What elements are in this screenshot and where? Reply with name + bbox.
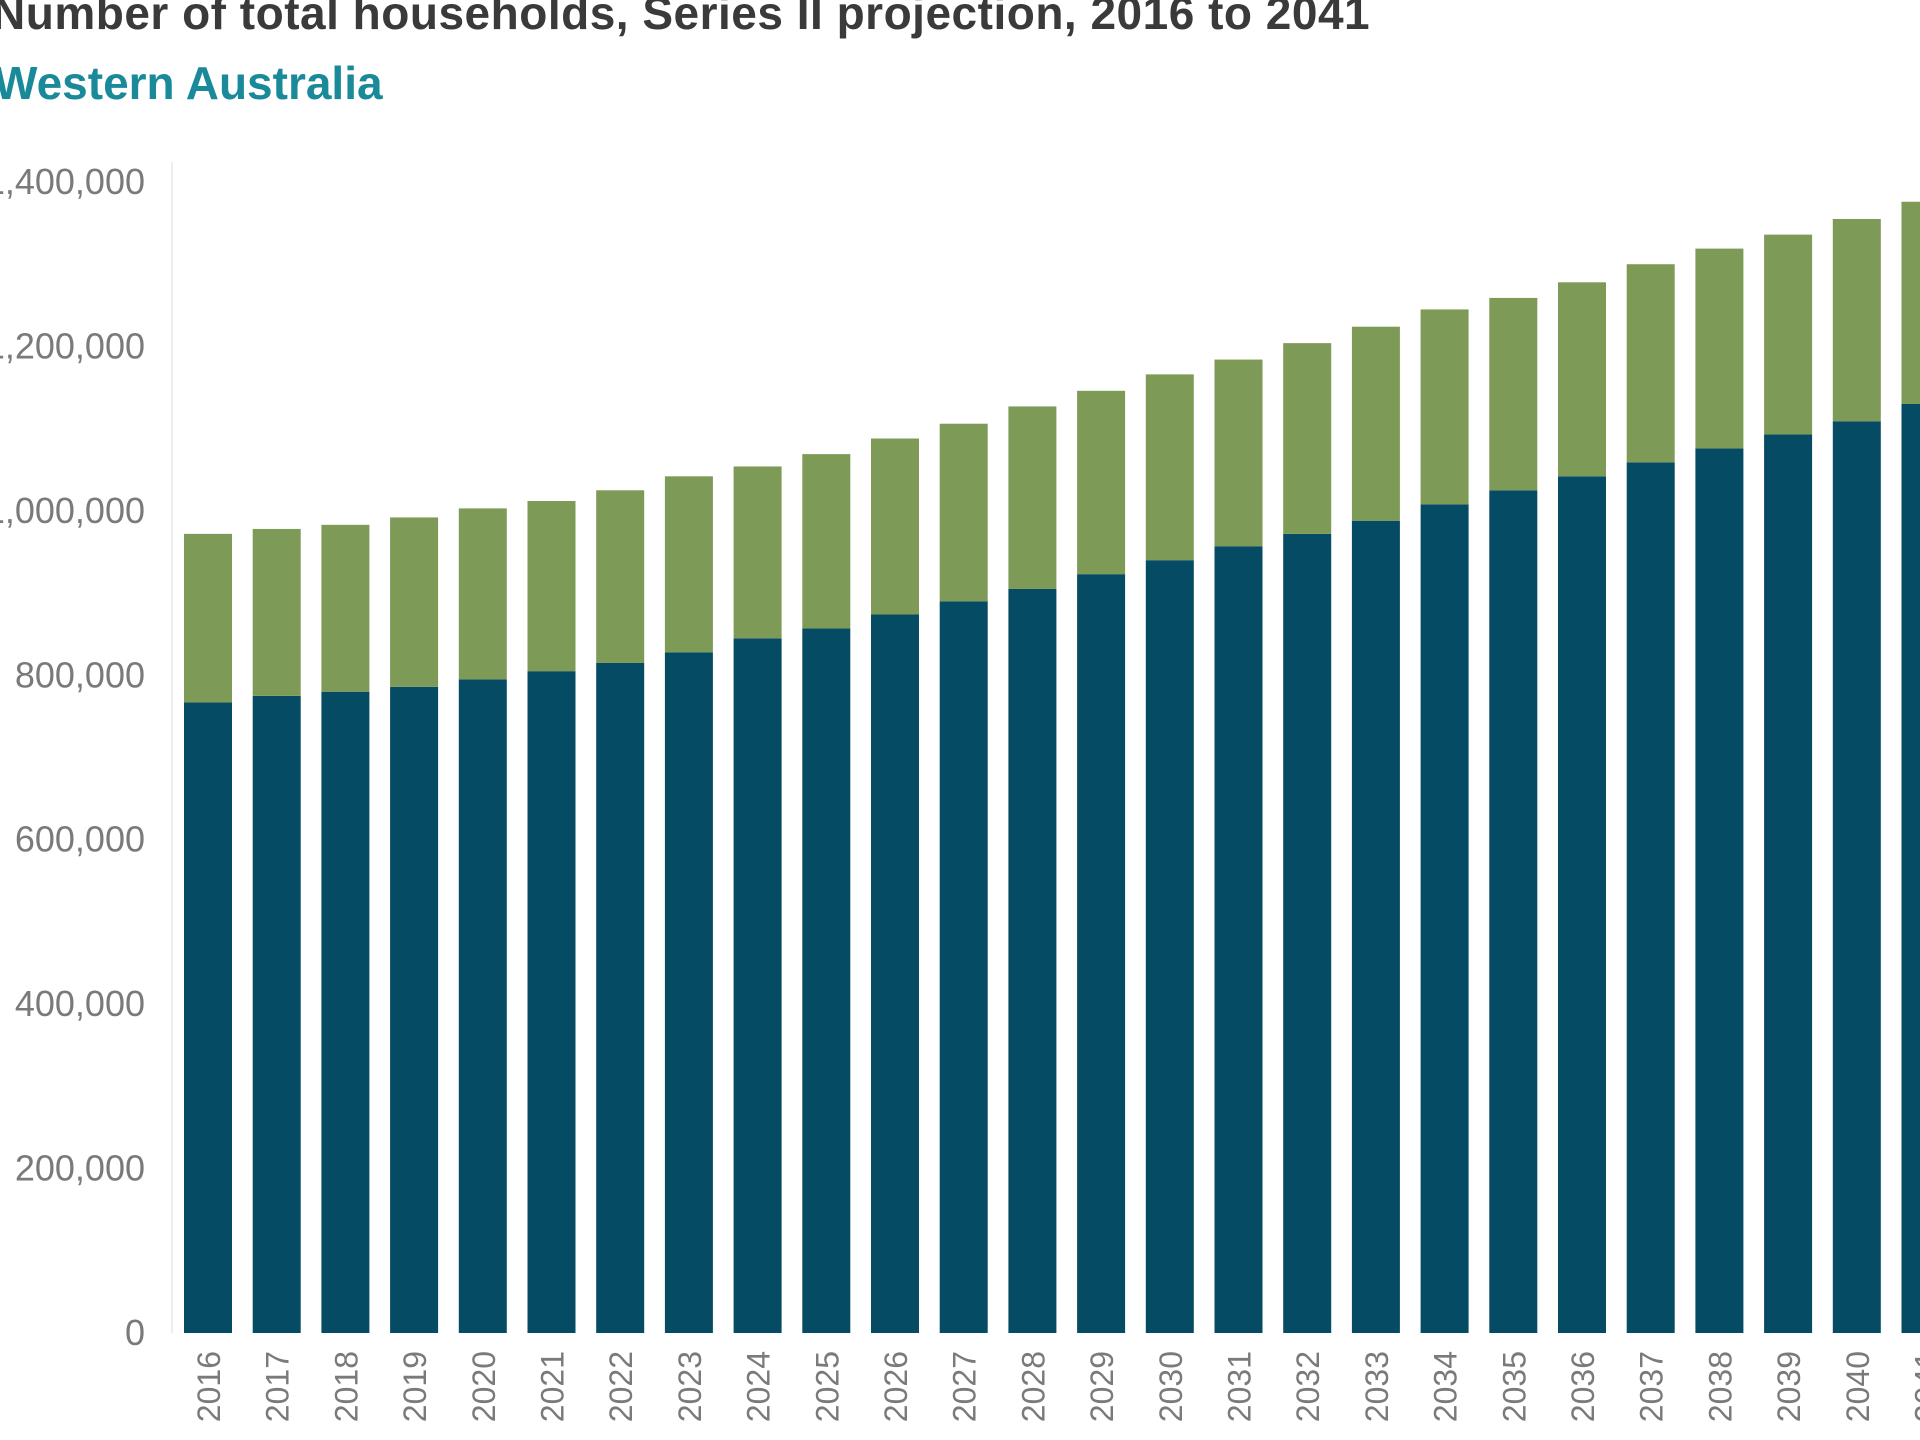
y-tick-label: 0 — [125, 1312, 145, 1353]
x-tick-label: 2033 — [1359, 1351, 1395, 1422]
bar-segment-2023-series-2 — [664, 476, 713, 653]
bar-segment-2016-series-1 — [184, 702, 232, 1333]
bar-segment-2023-series-1 — [664, 652, 713, 1333]
y-tick-label: 600,000 — [15, 819, 145, 860]
bar-segment-2028-series-2 — [1008, 406, 1057, 589]
bar-segment-2038-series-1 — [1695, 448, 1744, 1334]
bar-segment-2031-series-2 — [1214, 359, 1263, 547]
bar-segment-2029-series-1 — [1077, 574, 1126, 1333]
bar-segment-2026-series-1 — [871, 614, 919, 1333]
bar-segment-2017-series-1 — [252, 695, 301, 1333]
bar-segment-2018-series-2 — [321, 524, 370, 692]
bars — [184, 201, 1920, 1334]
bar-segment-2019-series-2 — [390, 517, 439, 687]
x-tick-label: 2032 — [1290, 1351, 1326, 1422]
bar-segment-2030-series-2 — [1145, 374, 1194, 561]
x-tick-label: 2016 — [191, 1351, 227, 1422]
bar-segment-2041-series-2 — [1901, 201, 1920, 404]
bar-segment-2021-series-2 — [527, 500, 576, 672]
x-tick-label: 2037 — [1634, 1351, 1670, 1422]
x-tick-label: 2029 — [1084, 1351, 1120, 1422]
x-tick-label: 2020 — [466, 1351, 502, 1422]
bar-segment-2033-series-1 — [1351, 520, 1400, 1333]
bar-segment-2020-series-1 — [458, 679, 507, 1333]
y-tick-label: 1,000,000 — [0, 490, 145, 531]
bar-segment-2020-series-2 — [458, 508, 507, 680]
bar-segment-2016-series-2 — [184, 533, 232, 703]
x-tick-label: 2035 — [1496, 1351, 1532, 1422]
bar-segment-2036-series-1 — [1558, 476, 1606, 1333]
x-tick-label: 2021 — [535, 1351, 571, 1422]
bar-segment-2035-series-2 — [1489, 297, 1538, 491]
x-tick-label: 2017 — [260, 1351, 296, 1422]
x-tick-label: 2036 — [1565, 1351, 1601, 1422]
bar-segment-2029-series-2 — [1077, 390, 1126, 575]
bar-segment-2028-series-1 — [1008, 588, 1057, 1333]
x-tick-label: 2040 — [1840, 1351, 1876, 1422]
bar-segment-2019-series-1 — [390, 686, 439, 1333]
bar-segment-2031-series-1 — [1214, 546, 1263, 1333]
bar-segment-2033-series-2 — [1351, 326, 1400, 521]
bar-segment-2017-series-2 — [252, 528, 301, 696]
bar-segment-2024-series-1 — [733, 638, 782, 1333]
bar-segment-2037-series-1 — [1626, 462, 1675, 1333]
bar-segment-2034-series-2 — [1420, 309, 1469, 505]
bar-segment-2040-series-2 — [1832, 218, 1881, 422]
x-tick-label: 2027 — [947, 1351, 983, 1422]
bar-segment-2038-series-2 — [1695, 248, 1744, 449]
x-tick-label: 2030 — [1153, 1351, 1189, 1422]
bar-segment-2040-series-1 — [1832, 421, 1881, 1334]
y-tick-label: 200,000 — [15, 1148, 145, 1189]
x-tick-label: 2025 — [809, 1351, 845, 1422]
bar-segment-2032-series-2 — [1283, 343, 1332, 534]
y-axis: 0 200,000 400,000 600,000 800,000 1,000,000 1,… — [0, 161, 173, 1353]
bar-segment-2035-series-1 — [1489, 490, 1538, 1333]
y-tick-label: 800,000 — [15, 654, 145, 695]
chart-title: Number of total households, Series II pr… — [0, 0, 1371, 39]
bar-segment-2025-series-2 — [802, 454, 851, 629]
x-axis: 2016 2017 2018 2019 2020 2021 2022 2023 2024 2025… — [191, 1351, 1920, 1422]
bar-segment-2037-series-2 — [1626, 264, 1675, 463]
x-tick-label: 2026 — [878, 1351, 914, 1422]
bar-segment-2022-series-1 — [596, 662, 645, 1333]
bar-segment-2026-series-2 — [871, 438, 919, 615]
bar-segment-2034-series-1 — [1420, 504, 1469, 1333]
bar-segment-2039-series-1 — [1764, 434, 1813, 1334]
bar-segment-2022-series-2 — [596, 490, 645, 663]
bar-segment-2021-series-1 — [527, 671, 576, 1333]
bar-segment-2036-series-2 — [1558, 282, 1606, 477]
x-tick-label: 2023 — [672, 1351, 708, 1422]
x-tick-label: 2039 — [1771, 1351, 1807, 1422]
bar-segment-2027-series-1 — [939, 601, 988, 1333]
bar-segment-2032-series-1 — [1283, 533, 1332, 1333]
y-tick-label: 1,200,000 — [0, 325, 145, 366]
bar-segment-2027-series-2 — [939, 423, 988, 602]
bar-segment-2025-series-1 — [802, 628, 851, 1333]
y-tick-label: 400,000 — [15, 983, 145, 1024]
x-tick-label: 2028 — [1015, 1351, 1051, 1422]
bar-segment-2039-series-2 — [1764, 234, 1813, 435]
x-tick-label: 2022 — [603, 1351, 639, 1422]
x-tick-label: 2024 — [741, 1351, 777, 1422]
bar-segment-2018-series-1 — [321, 691, 370, 1333]
x-tick-label: 2031 — [1222, 1351, 1258, 1422]
x-tick-label: 2038 — [1702, 1351, 1738, 1422]
x-tick-label: 2034 — [1428, 1351, 1464, 1422]
x-tick-label: 2018 — [328, 1351, 364, 1422]
bar-segment-2024-series-2 — [733, 466, 782, 639]
bar-segment-2041-series-1 — [1901, 403, 1920, 1333]
y-tick-label: 1,400,000 — [0, 161, 145, 202]
x-tick-label: 2019 — [397, 1351, 433, 1422]
chart-subtitle: Western Australia — [0, 57, 383, 109]
bar-segment-2030-series-1 — [1145, 560, 1194, 1333]
x-tick-label: 2041 — [1909, 1351, 1920, 1422]
